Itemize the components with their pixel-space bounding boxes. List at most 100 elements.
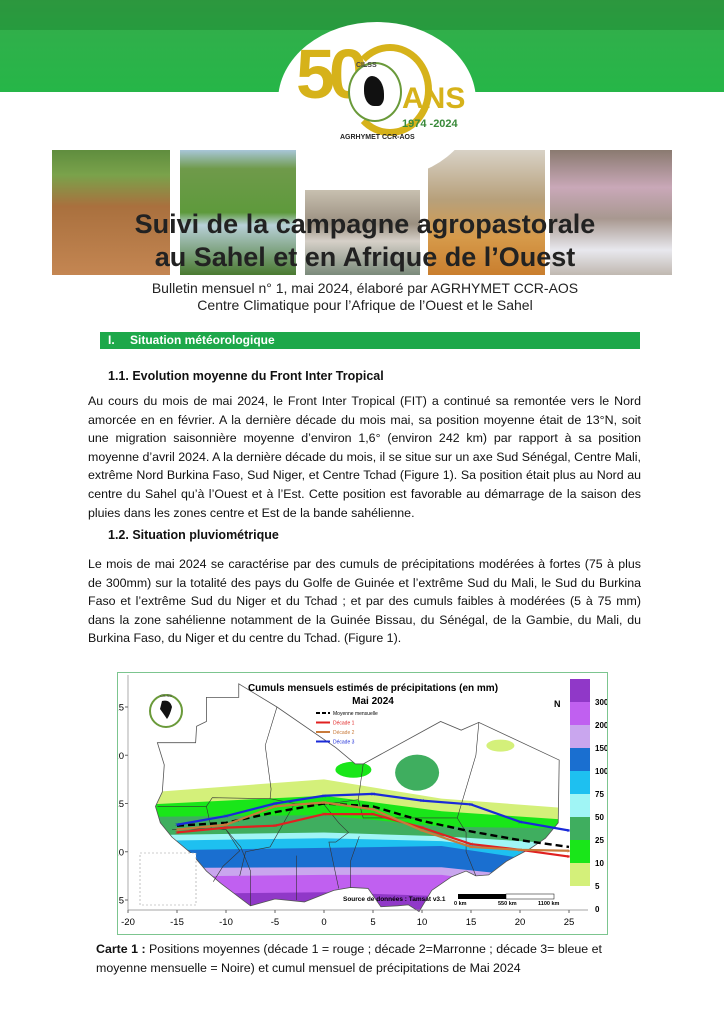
- cape-verde-inset: [139, 852, 197, 906]
- x-tick-label: -10: [219, 917, 233, 928]
- subsection-2-title: 1.2. Situation pluviométrique: [108, 528, 279, 542]
- fit-point-marker: ×: [224, 814, 228, 821]
- section-heading: I. Situation météorologique: [100, 332, 640, 349]
- photo-bushfire: [428, 150, 545, 275]
- subsection-2-text: Le mois de mai 2024 se caractérise par d…: [88, 557, 641, 646]
- photo-irrigation: [180, 150, 296, 275]
- fit-lines: ×× ×× ×××××××××××× × ××××× ×××××: [175, 791, 571, 861]
- fit-point-marker: ×: [322, 800, 326, 807]
- subtitle-line-2: Centre Climatique pour l’Afrique de l’Ou…: [197, 297, 533, 313]
- colorbar-label: 50: [595, 813, 604, 822]
- colorbar-segment: [570, 863, 590, 886]
- logo-suffix: ANS: [402, 82, 466, 115]
- colorbar-segment: [570, 702, 590, 725]
- fit-point-marker: ×: [322, 812, 326, 819]
- cilss-50-ans-logo: 50 CILSS ANS 1974 -2024 AGRHYMET CCR-AOS: [278, 22, 476, 180]
- fit-line-mean: [176, 802, 570, 849]
- legend-label: Moyenne mensuelle: [333, 711, 378, 717]
- y-tick-label: 20: [118, 751, 124, 762]
- fit-point-marker: ×: [567, 854, 571, 861]
- colorbar-segment: [570, 679, 590, 702]
- fit-point-marker: ×: [420, 828, 424, 835]
- country-outline: [155, 683, 560, 913]
- photo-crop-field: [52, 150, 170, 275]
- rainfall-map: ×× ×× ×××××××××××× × ××××× ××××× -20 -15 -10 -5 0…: [113, 675, 609, 928]
- x-tick-label: 25: [564, 917, 575, 928]
- colorbar-segment: [570, 748, 590, 771]
- scale-label-0: 0 km: [454, 901, 467, 907]
- rain-patch-mali: [335, 761, 372, 778]
- fit-point-marker: ×: [175, 830, 179, 837]
- caption-text: Positions moyennes (décade 1 = rouge ; d…: [96, 942, 602, 975]
- colorbar-label: 75: [595, 790, 604, 799]
- map-legend: Moyenne mensuelle Décade 1 Décade 2 Décade …: [316, 711, 378, 746]
- colorbar-segment: [570, 817, 590, 840]
- y-tick-label: 15: [118, 799, 124, 810]
- legend-label: Décade 3: [333, 740, 355, 746]
- fit-point-marker: ×: [420, 798, 424, 805]
- legend-label: Décade 1: [333, 721, 355, 727]
- rain-patch-air: [395, 754, 440, 791]
- colorbar-segment: [570, 794, 590, 817]
- scale-bar-empty: [505, 893, 555, 900]
- map-logo: CILSS: [149, 693, 183, 728]
- map-logo-text: CILSS: [160, 693, 172, 698]
- colorbar-segment: [570, 840, 590, 863]
- x-tick-label: 0: [321, 917, 326, 928]
- map-caption: Carte 1 : Positions moyennes (décade 1 =…: [96, 940, 656, 978]
- logo-ring: [348, 44, 432, 136]
- colorbar-segment: [570, 886, 590, 909]
- colorbar-label: 300: [595, 698, 607, 707]
- caption-label: Carte 1 :: [96, 942, 146, 956]
- x-tick-label: 15: [466, 917, 477, 928]
- x-tick-label: -20: [121, 917, 135, 928]
- scale-label-550: 550 km: [498, 901, 517, 907]
- scale-bar-filled: [458, 894, 506, 899]
- fit-point-marker: ×: [518, 819, 522, 826]
- x-tick-label: 20: [515, 917, 526, 928]
- section-title: Situation météorologique: [130, 333, 275, 347]
- x-tick-label: 5: [370, 917, 375, 928]
- fit-point-marker: ×: [567, 848, 571, 855]
- subsection-1-text: Au cours du mois de mai 2024, le Front I…: [88, 394, 641, 520]
- x-tick-label: 10: [417, 917, 428, 928]
- map-axes: -20 -15 -10 -5 0 5 10 15 20 25 5 10 15 20 25: [113, 675, 588, 928]
- colorbar-label: 100: [595, 767, 607, 776]
- photo-cattle: [305, 190, 420, 275]
- fit-point-marker: ×: [371, 812, 375, 819]
- document-subtitle: Bulletin mensuel n° 1, mai 2024, élaboré…: [60, 280, 670, 314]
- y-tick-label: 5: [119, 896, 124, 907]
- y-tick-label: 10: [118, 847, 124, 858]
- fit-point-marker: ×: [273, 801, 277, 808]
- colorbar-label: 200: [595, 721, 607, 730]
- fit-line-decade-2: [176, 801, 570, 852]
- country-border: [239, 803, 295, 876]
- title-line-2: au Sahel et en Afrique de l’Ouest: [154, 242, 576, 272]
- section-number: I.: [108, 333, 115, 347]
- fit-point-marker: ×: [224, 822, 228, 829]
- country-border: [350, 836, 360, 888]
- scale-bar: 0 km 550 km 1100 km: [454, 893, 560, 907]
- country-border: [225, 829, 251, 906]
- y-tick-label: 25: [118, 703, 124, 714]
- map-subtitle: Mai 2024: [352, 696, 394, 707]
- scale-label-1100: 1100 km: [538, 901, 560, 907]
- fit-point-marker: ×: [175, 822, 179, 829]
- country-border: [211, 828, 241, 882]
- subsection-1-title: 1.1. Evolution moyenne du Front Inter Tr…: [108, 369, 384, 383]
- fit-point-marker: ×: [371, 807, 375, 814]
- emblem-text: CILSS: [356, 62, 377, 69]
- fit-point-marker: ×: [175, 827, 179, 834]
- rainfall-map-figure: × × × × × × × × × × × × × × × × × × × × × × × × × × × -20 -15 -10 -5 0…: [113, 672, 609, 935]
- logo-years: 1974 -2024: [402, 118, 458, 130]
- fit-point-marker: ×: [469, 844, 473, 851]
- fit-point-marker: ×: [518, 847, 522, 854]
- x-tick-label: -5: [271, 917, 279, 928]
- fit-point-marker: ×: [567, 828, 571, 835]
- data-source: Source de données : Tamsat v3.1: [343, 896, 446, 903]
- fit-point-marker: ×: [273, 823, 277, 830]
- map-title: Cumuls mensuels estimés de précipitation…: [248, 683, 498, 694]
- subtitle-line-1: Bulletin mensuel n° 1, mai 2024, élaboré…: [151, 280, 579, 296]
- photo-grain-sacks: [550, 150, 672, 275]
- colorbar-label: 10: [595, 859, 604, 868]
